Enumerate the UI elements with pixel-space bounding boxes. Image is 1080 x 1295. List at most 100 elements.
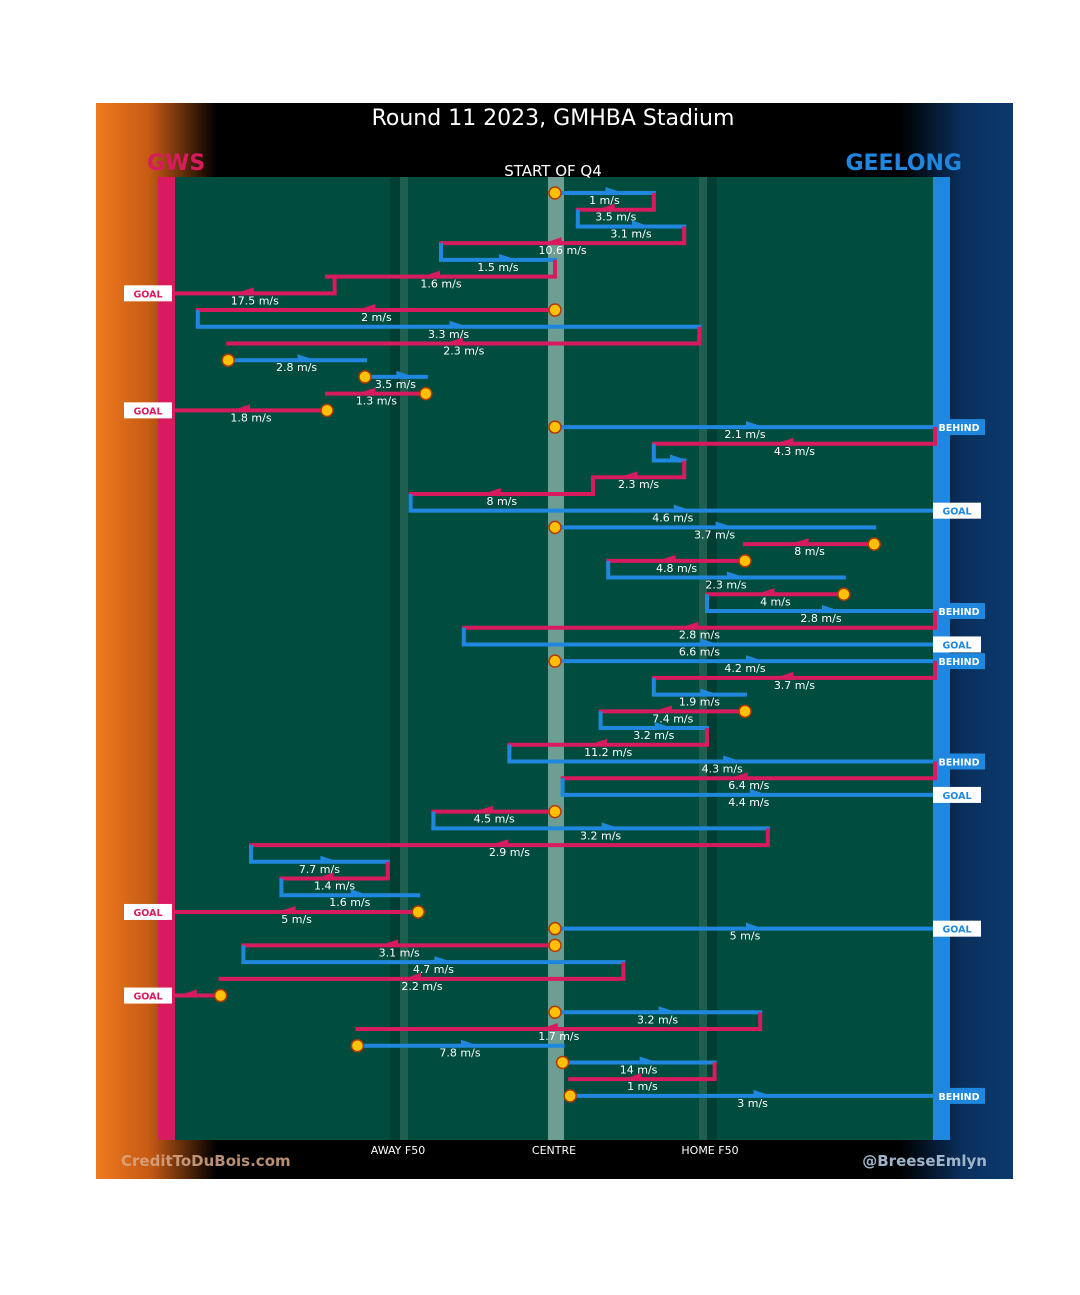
speed-label: 1 m/s [627,1080,658,1093]
geelong-team-label: GEELONG [845,151,962,176]
possession-start-marker [358,370,372,384]
speed-label: 2.8 m/s [800,612,841,625]
axis-label-away-f50: AWAY F50 [371,1144,425,1157]
speed-label: 4.6 m/s [652,512,693,525]
score-badge [933,1087,985,1104]
speed-label: 1.7 m/s [538,1030,579,1043]
possession-start-marker [548,938,562,953]
kick-arrow [589,738,608,745]
kick-arrow [357,387,376,394]
possession-start-marker [548,921,562,936]
score-badge [124,402,172,419]
speed-label: 3.1 m/s [610,227,651,240]
kick-arrow [178,989,197,996]
speed-label: 4.3 m/s [702,762,743,775]
score-badge [933,753,985,770]
speed-label: 4.5 m/s [474,813,515,826]
speed-label: 2.8 m/s [276,361,317,374]
speed-label: 7.7 m/s [299,863,340,876]
kick-arrow [746,922,764,929]
score-badge-label: BEHIND [938,607,979,618]
kick-arrow [277,905,296,912]
away-f50-shade [390,177,400,1140]
speed-label: 6.4 m/s [728,779,769,792]
kick-arrow [232,404,250,411]
speed-label: 3 m/s [737,1097,768,1110]
kick-arrow [482,487,501,494]
kick-arrow [320,855,339,862]
score-badge-label: BEHIND [938,1092,979,1103]
speed-label: 7.8 m/s [439,1047,480,1060]
score-badge [933,786,981,803]
score-badge [124,285,172,302]
score-badge-label: GOAL [942,925,971,936]
speed-label: 1.8 m/s [230,411,271,424]
chart-title: Round 11 2023, GMHBA Stadium [372,106,735,131]
score-badge [933,502,981,519]
possession-start-marker [548,1005,562,1020]
axis-label-centre: CENTRE [532,1144,576,1157]
possession-start-marker [563,1089,577,1103]
kick-arrow [422,270,440,277]
kick-arrow [822,605,840,611]
kick-arrow [715,521,734,528]
speed-label: 3.5 m/s [595,211,636,224]
kick-arrow [619,471,638,478]
credit-right: @BreeseEmlyn [862,1152,987,1170]
possession-start-marker [320,403,334,418]
kick-arrow [700,638,719,645]
score-badge [933,603,985,619]
kick-arrow [623,1073,642,1080]
score-badge-label: GOAL [133,992,162,1003]
possession-start-marker [221,353,235,367]
speed-label: 2.3 m/s [705,579,746,592]
kick-arrow [723,755,742,762]
score-badge-label: GOAL [942,640,971,651]
speed-label: 2.3 m/s [618,478,659,491]
score-badge-label: GOAL [133,289,162,300]
possession-start-marker [738,554,752,568]
kick-arrow [596,203,615,210]
home-f50-shade [707,177,717,1140]
speed-label: 4.4 m/s [728,796,769,809]
possession-start-marker [350,1038,365,1053]
speed-label: 3.7 m/s [694,528,735,541]
score-badge [933,636,981,653]
kick-arrow [605,187,624,193]
kick-arrow [727,571,745,578]
possession-start-marker [837,587,851,602]
kick-arrow [315,872,334,879]
kick-arrow [775,671,794,678]
speed-label: 2.1 m/s [724,428,765,441]
possession-start-marker [419,386,433,401]
speed-label: 1.5 m/s [477,261,518,274]
kick-arrow [499,253,517,260]
kick-arrow [543,237,562,244]
speed-label: 4.2 m/s [724,662,765,675]
speed-label: 2.8 m/s [679,629,720,642]
quarter-label: START OF Q4 [504,162,602,180]
kick-arrow [639,1056,658,1063]
axis-label-home-f50: HOME F50 [681,1144,738,1157]
kick-arrow [396,370,415,377]
score-badge-label: GOAL [133,908,162,919]
kick-arrow [658,1006,677,1013]
speed-label: 1.4 m/s [314,880,355,893]
score-badge [933,419,985,436]
kick-arrow [653,705,672,712]
speed-label: 1.6 m/s [329,896,370,909]
kick-arrow [657,554,676,561]
credit-left: CreditToDuBois.com [121,1152,291,1170]
speed-label: 3.3 m/s [428,328,469,341]
kick-arrow [357,304,376,311]
away-f50-line [400,177,408,1140]
possession-start-marker [411,905,425,919]
kick-arrow [753,1089,772,1096]
score-badge-label: GOAL [942,791,971,802]
score-badge-label: GOAL [133,406,162,417]
possession-start-marker [548,654,562,668]
possession-start-marker [548,420,562,434]
possession-start-marker [548,804,562,819]
kick-arrow [475,805,494,812]
speed-label: 4 m/s [760,595,791,608]
